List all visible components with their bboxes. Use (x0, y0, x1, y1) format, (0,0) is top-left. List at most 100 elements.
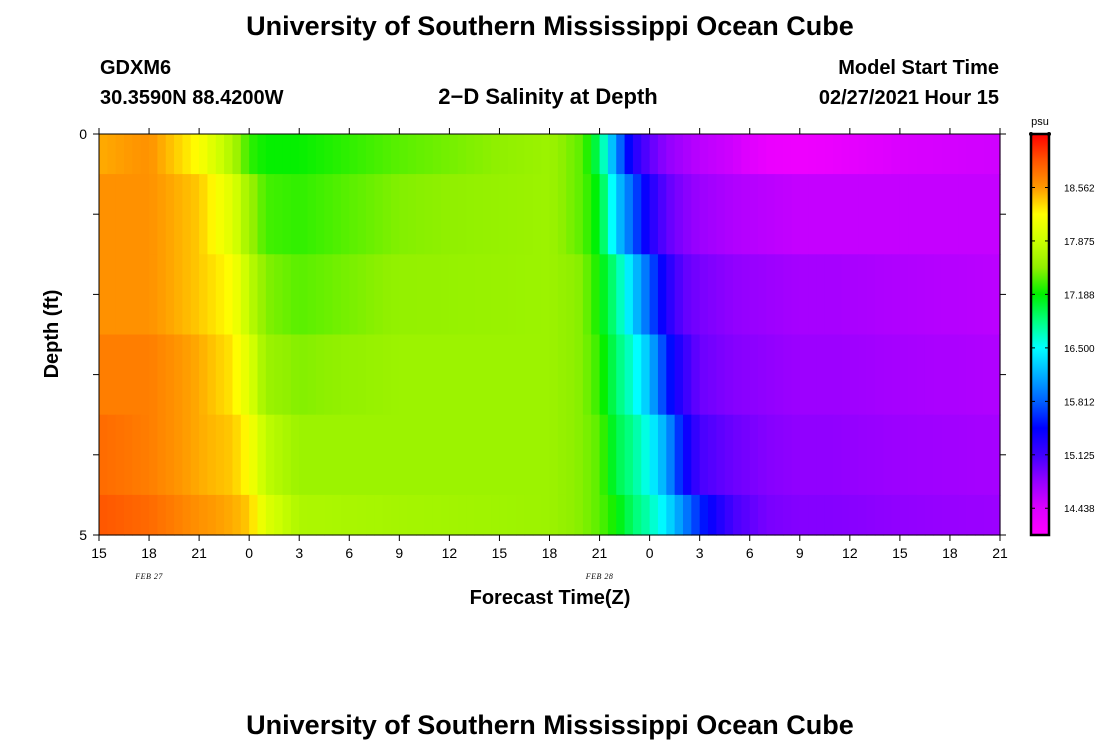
heatmap-cell (716, 254, 726, 336)
heatmap-cell (224, 334, 234, 416)
heatmap-cell (908, 414, 918, 496)
heatmap-cell (883, 174, 893, 255)
heatmap-cell (149, 334, 158, 416)
heatmap-cell (207, 254, 217, 336)
heatmap-cell (799, 254, 809, 336)
heatmap-cell (374, 414, 384, 496)
heatmap-cell (541, 334, 551, 416)
heatmap-cell (949, 334, 959, 416)
heatmap-cell (899, 134, 909, 175)
heatmap-cell (441, 334, 450, 416)
heatmap-cell (607, 494, 617, 536)
heatmap-cell (632, 494, 642, 536)
heatmap-cell (232, 174, 242, 255)
heatmap-cell (616, 134, 626, 175)
heatmap-cell (99, 494, 108, 536)
heatmap-cell (616, 494, 626, 536)
heatmap-cell (265, 494, 275, 536)
heatmap-cell (933, 414, 943, 496)
heatmap-cell (524, 414, 534, 496)
heatmap-cell (924, 174, 934, 255)
heatmap-cell (407, 254, 417, 336)
heatmap-cell (507, 134, 517, 175)
heatmap-cell (374, 494, 384, 536)
heatmap-cell (374, 254, 384, 336)
heatmap-cell (833, 494, 843, 536)
heatmap-cell (416, 414, 425, 496)
heatmap-cell (390, 174, 400, 255)
heatmap-cell (407, 494, 417, 536)
heatmap-cell (783, 334, 793, 416)
heatmap-cell (958, 134, 968, 175)
heatmap-cell (324, 134, 334, 175)
heatmap-cell (758, 174, 767, 255)
heatmap-cell (432, 414, 442, 496)
heatmap-cell (691, 134, 701, 175)
heatmap-cell (324, 494, 334, 536)
heatmap-cell (566, 254, 576, 336)
heatmap-cell (107, 414, 117, 496)
heatmap-cell (632, 134, 642, 175)
heatmap-cell (841, 134, 851, 175)
x-tick-label: 3 (295, 545, 303, 561)
heatmap-cell (799, 334, 809, 416)
heatmap-cell (983, 254, 993, 336)
heatmap-cell (874, 414, 884, 496)
heatmap-cell (541, 254, 551, 336)
heatmap-cell (499, 254, 509, 336)
heatmap-cell (741, 414, 751, 496)
heatmap-cell (516, 414, 526, 496)
heatmap-cell (416, 494, 425, 536)
heatmap-cell (215, 414, 225, 496)
heatmap-cell (182, 494, 192, 536)
heatmap-cell (649, 174, 659, 255)
heatmap-cell (891, 174, 901, 255)
heatmap-cell (115, 334, 125, 416)
heatmap-cell (549, 134, 559, 175)
x-tick-label: 12 (442, 545, 458, 561)
heatmap-cell (207, 334, 217, 416)
heatmap-cell (516, 254, 526, 336)
heatmap-cell (708, 254, 717, 336)
heatmap-cell (382, 494, 392, 536)
heatmap-cell (240, 334, 250, 416)
heatmap-cell (766, 174, 776, 255)
heatmap-cell (99, 254, 108, 336)
heatmap-cell (691, 414, 701, 496)
heatmap-cell (449, 174, 459, 255)
heatmap-cell (733, 414, 742, 496)
heatmap-cell (674, 494, 684, 536)
heatmap-cell (616, 254, 626, 336)
heatmap-cell (115, 134, 125, 175)
heatmap-cell (474, 174, 484, 255)
x-tick-label: 3 (696, 545, 704, 561)
heatmap-cell (991, 414, 1001, 496)
heatmap-cell (190, 174, 200, 255)
heatmap-cell (966, 254, 976, 336)
heatmap-cell (949, 254, 959, 336)
heatmap-cell (941, 494, 951, 536)
heatmap-cell (332, 494, 342, 536)
heatmap-cell (924, 414, 934, 496)
heatmap-cell (349, 334, 359, 416)
heatmap-cell (891, 494, 901, 536)
date-label: FEB 27 (134, 572, 163, 581)
heatmap-cell (449, 494, 459, 536)
heatmap-cell (340, 134, 350, 175)
heatmap-cell (140, 254, 150, 336)
x-tick-label: 18 (141, 545, 157, 561)
heatmap-cell (966, 414, 976, 496)
heatmap-cell (474, 414, 484, 496)
heatmap-cell (549, 254, 559, 336)
heatmap-cell (257, 254, 267, 336)
heatmap-cell (157, 174, 167, 255)
heatmap-cell (207, 134, 217, 175)
heatmap-cell (232, 414, 242, 496)
heatmap-cell (599, 134, 609, 175)
heatmap-cell (657, 174, 667, 255)
heatmap-cell (165, 174, 175, 255)
heatmap-cell (741, 254, 751, 336)
heatmap-cell (140, 414, 150, 496)
x-tick-label: 21 (592, 545, 608, 561)
heatmap-cell (924, 254, 934, 336)
